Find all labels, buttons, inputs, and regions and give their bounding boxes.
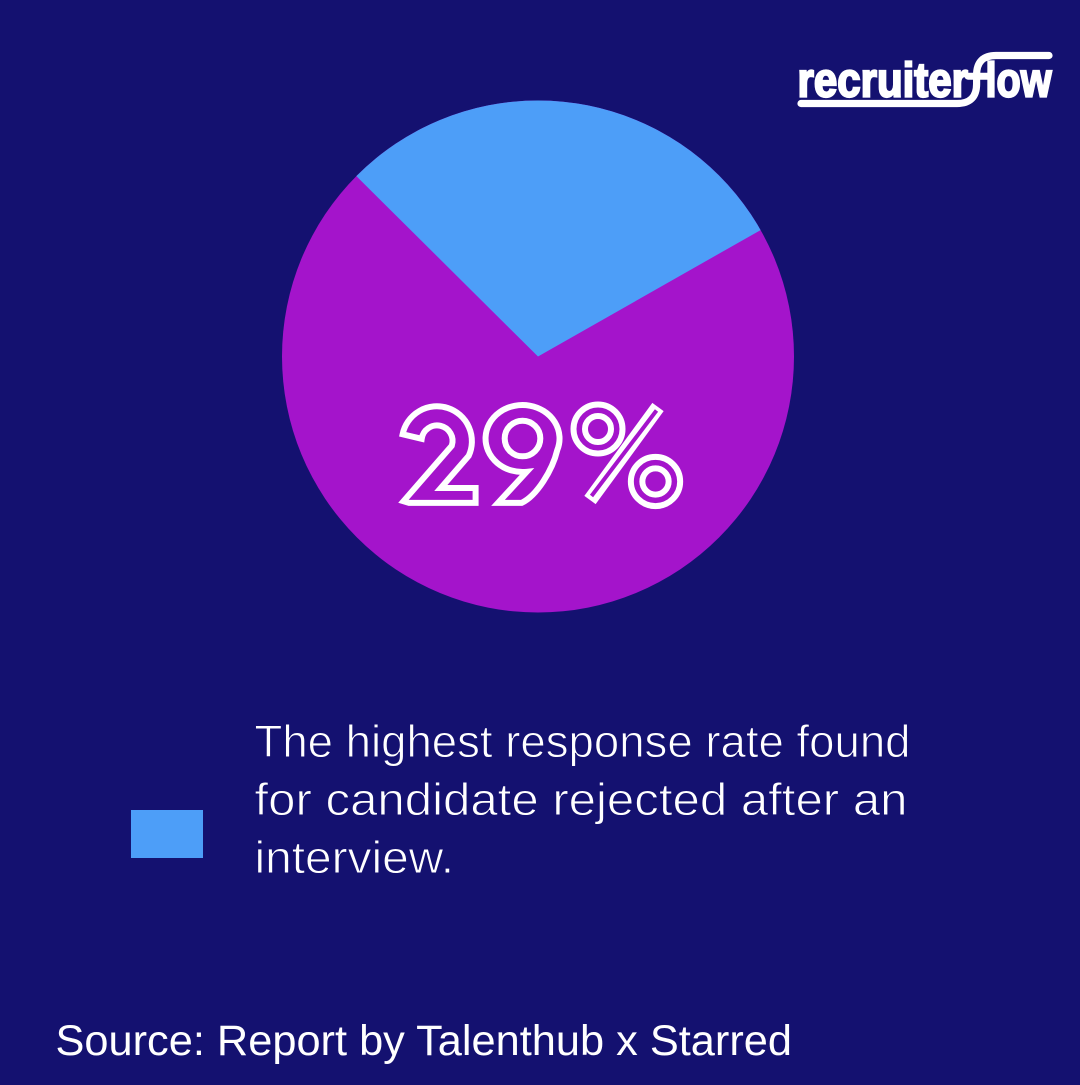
svg-text:recruiter: recruiter (798, 53, 969, 107)
svg-text:Source: Report by Talenthub x: Source: Report by Talenthub x Starred (56, 1017, 793, 1065)
svg-text:interview.: interview. (255, 832, 455, 883)
svg-text:The highest response rate foun: The highest response rate found (255, 716, 911, 767)
svg-text:for candidate rejected after a: for candidate rejected after an (255, 774, 908, 825)
svg-text:low: low (986, 53, 1052, 107)
